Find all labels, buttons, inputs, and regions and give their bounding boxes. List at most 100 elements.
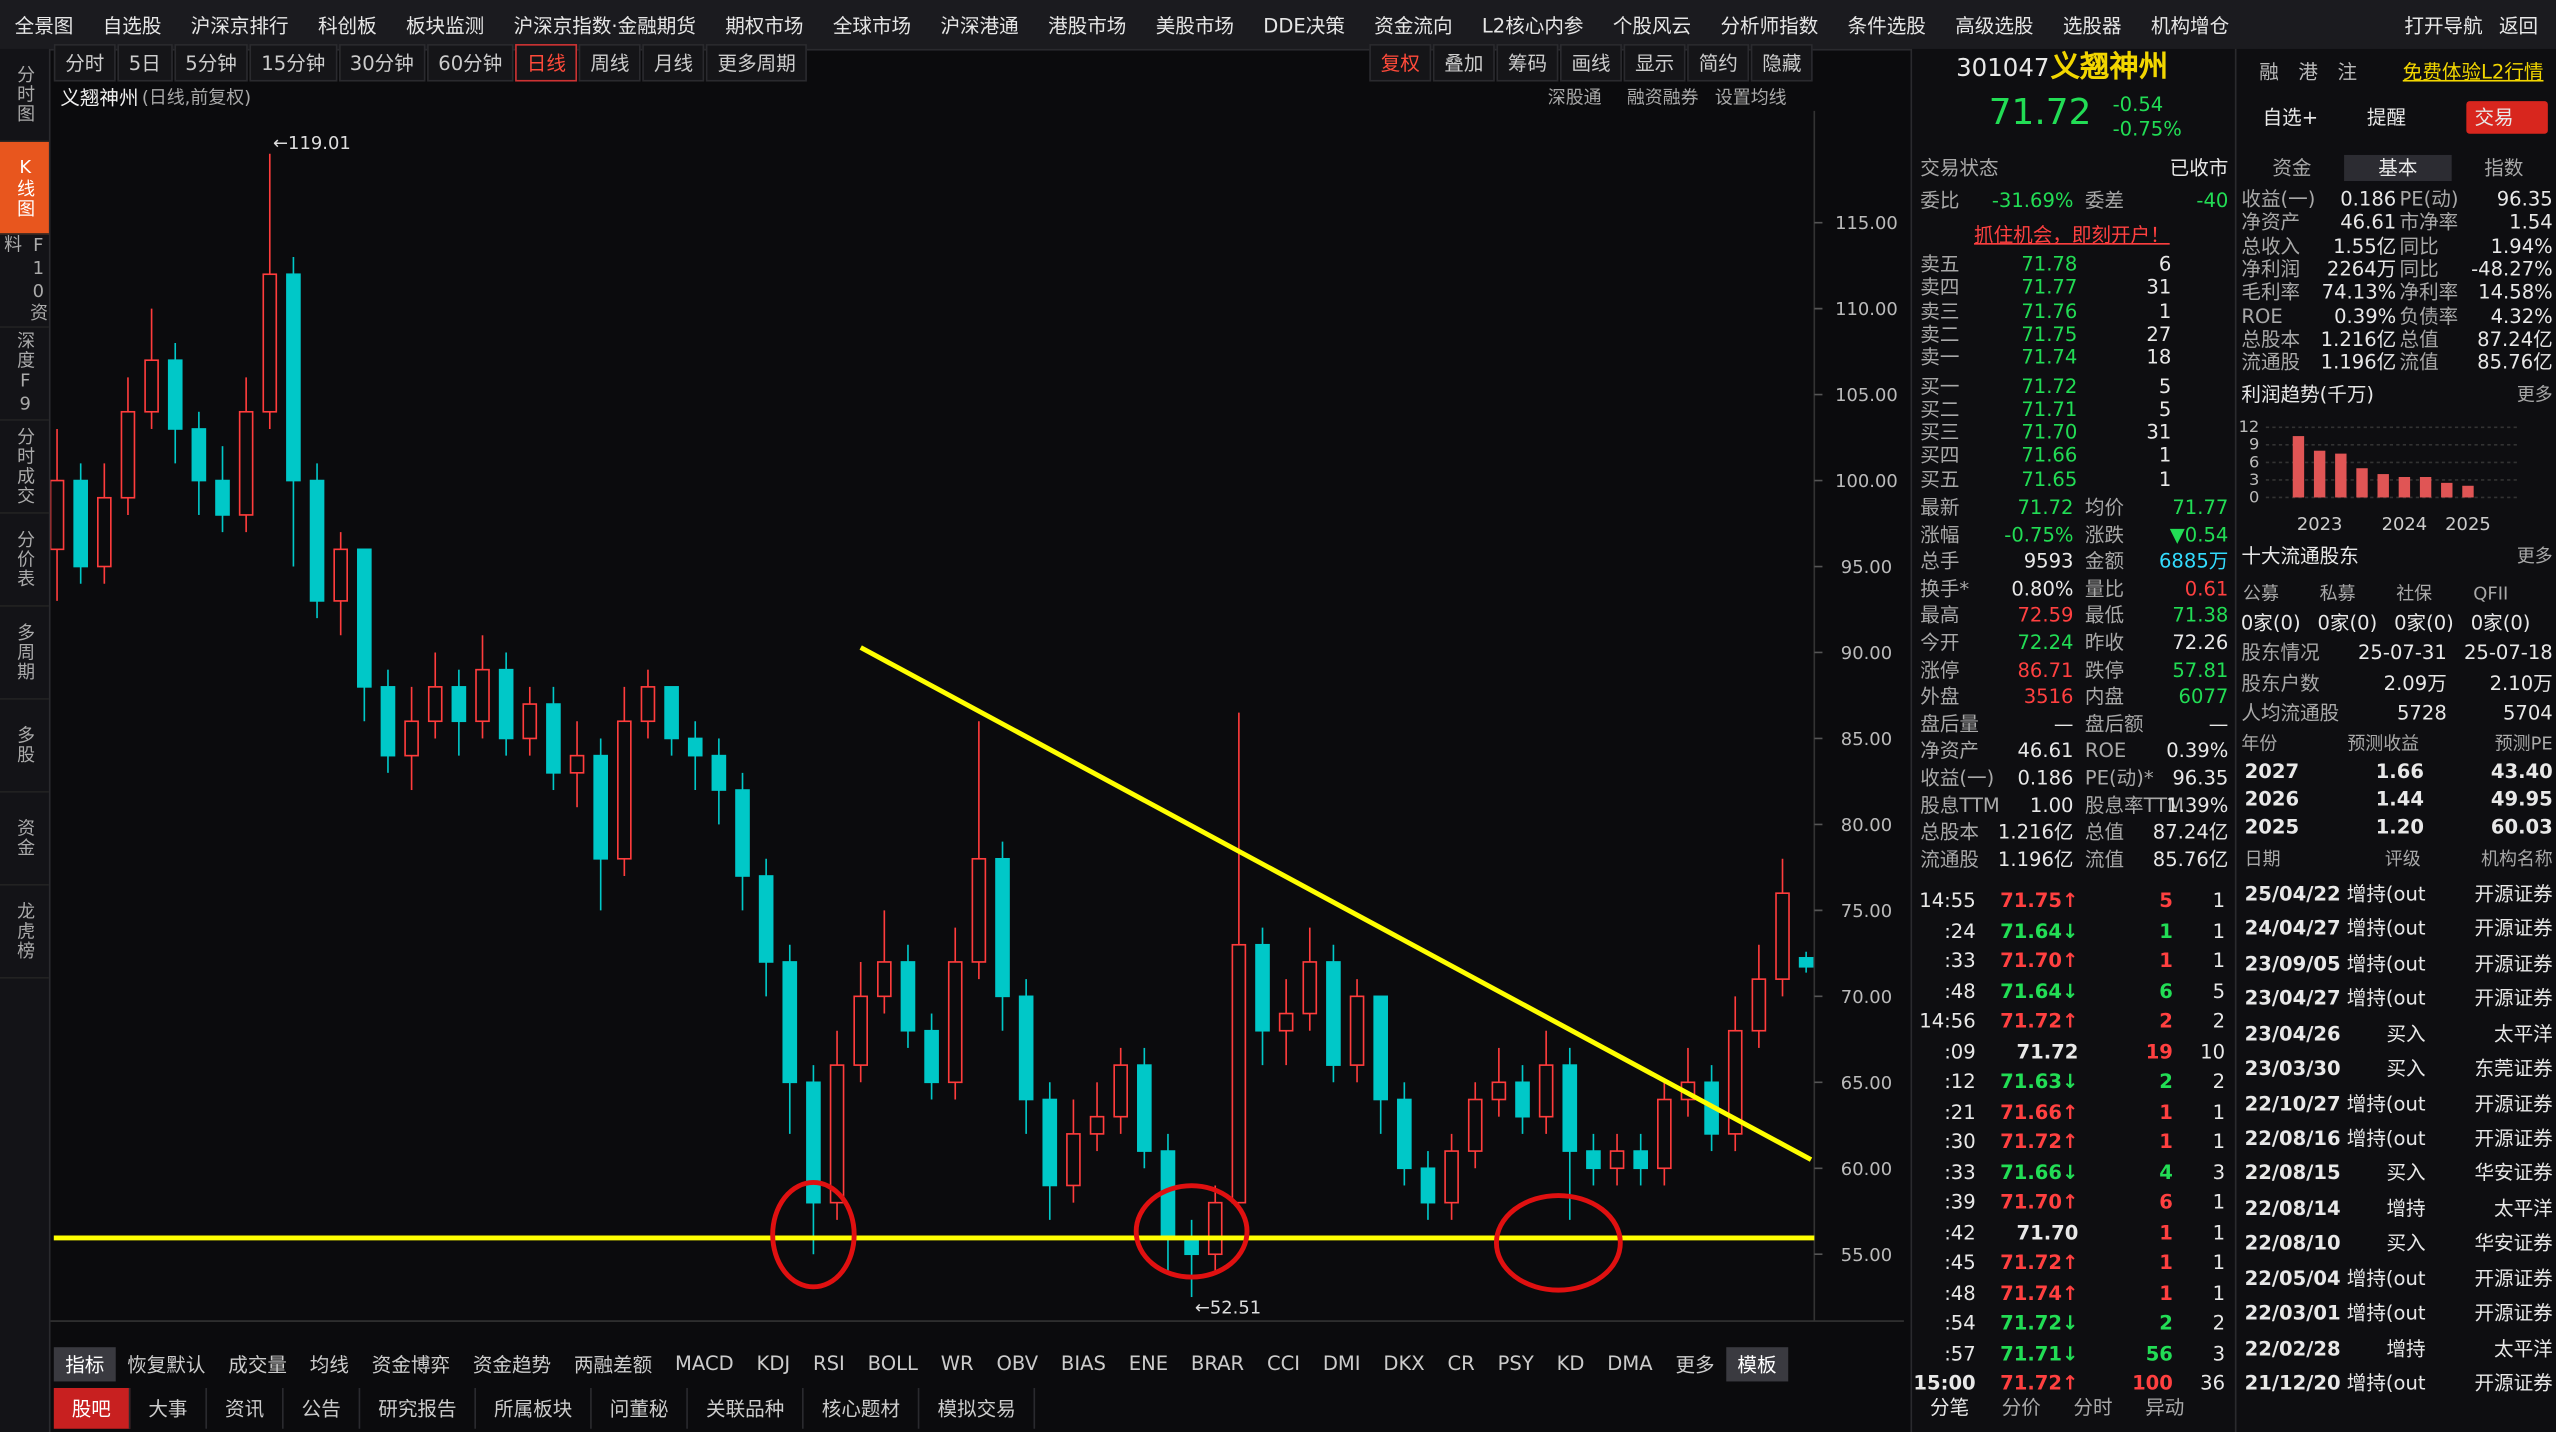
- label: 1: [2158, 444, 2172, 468]
- tag: 融: [2259, 60, 2279, 84]
- candle-body: [1609, 1150, 1625, 1170]
- label: 1: [2212, 1220, 2226, 1244]
- label: 盘后额: [2084, 712, 2144, 736]
- label: 预测收益: [2347, 733, 2420, 755]
- y-tick-label: 60.00: [1841, 1159, 1892, 1180]
- bottom-tab: 公告: [284, 1387, 361, 1428]
- label: 1: [2159, 1130, 2173, 1154]
- label: :48: [1944, 1281, 1976, 1304]
- indicator-tab: 资金趋势: [472, 1352, 552, 1376]
- menu-item: 全景图: [14, 13, 74, 37]
- period-tab: 更多周期: [706, 43, 808, 81]
- label: 2027: [2244, 760, 2300, 783]
- last-price: 71.72: [1988, 92, 2092, 134]
- candle-body: [1467, 1098, 1483, 1152]
- label: 均价: [2084, 495, 2125, 519]
- label: 净资产: [1920, 739, 1979, 763]
- label: 2: [2159, 1311, 2173, 1335]
- y-tick-label: 105.00: [1835, 385, 1898, 406]
- label: 已收市: [2169, 156, 2229, 180]
- label: 6: [2159, 1190, 2173, 1214]
- y-tick-label: 90.00: [1841, 643, 1892, 664]
- label: 87.24亿: [2477, 327, 2553, 351]
- tool-button: 筹码: [1496, 43, 1559, 81]
- menu-item: 期权市场: [725, 13, 804, 37]
- candle-body: [120, 410, 136, 499]
- label: 买入: [2386, 1057, 2426, 1080]
- candle-body: [380, 686, 396, 757]
- price-change: -0.54: [2112, 92, 2164, 116]
- bar: [2335, 453, 2347, 498]
- action-button: 提醒: [2366, 106, 2407, 129]
- x-tick-label: 2023: [2297, 514, 2343, 535]
- tab: 分时: [2073, 1396, 2113, 1419]
- candle-body: [1397, 1098, 1412, 1170]
- label: 25-07-31: [2357, 640, 2447, 664]
- label: 增持(out: [2346, 1301, 2426, 1325]
- label: 收益(一): [2241, 187, 2316, 211]
- quote-panel: [1910, 48, 2237, 1432]
- indicator-bar: 指标 恢复默认 成交量 均线 资金博弈 资金趋势 两融差额 MACD KDJ RSI BOLL WR O…: [53, 1346, 1788, 1381]
- label: 买入: [2386, 1231, 2426, 1255]
- label: 1: [2212, 1250, 2226, 1274]
- label: 最高: [1920, 604, 1960, 627]
- label: 东莞证券: [2474, 1057, 2553, 1080]
- label: 开源证券: [2474, 1266, 2553, 1290]
- label: 1.216亿: [2320, 327, 2397, 351]
- label: 外盘: [1920, 685, 1960, 709]
- label: 1: [2212, 1281, 2226, 1304]
- menu-item: 机构增仓: [2150, 13, 2230, 37]
- label: 56: [2145, 1341, 2173, 1365]
- label: 22/10/27: [2244, 1092, 2341, 1115]
- candle-body: [144, 359, 159, 413]
- candle-body: [1373, 995, 1389, 1101]
- candle-body: [475, 668, 490, 723]
- label: 年份: [2241, 733, 2278, 755]
- label: 增持(out: [2346, 882, 2426, 906]
- label: 买三: [1920, 420, 1960, 444]
- label: :24: [1944, 919, 1976, 942]
- label: 总值: [2399, 327, 2439, 351]
- period-tab: 月线: [642, 43, 705, 81]
- label: 22/08/16: [2244, 1127, 2341, 1150]
- label: 71.71: [2021, 397, 2078, 421]
- candle-body: [546, 703, 561, 774]
- label: 23/04/27: [2244, 987, 2341, 1011]
- label: 71.64↓: [2000, 919, 2079, 942]
- label: 华安证券: [2474, 1231, 2553, 1255]
- indicator-tab: 指标: [53, 1346, 116, 1381]
- candle-body: [1066, 1133, 1081, 1187]
- menu-item: 港股市场: [1048, 13, 1127, 37]
- label: 开源证券: [2474, 987, 2553, 1011]
- label: 71.72↑: [2000, 1009, 2079, 1033]
- label: 毛利率: [2241, 280, 2301, 304]
- bottom-tab: 关联品种: [688, 1387, 804, 1428]
- candle-body: [806, 1081, 821, 1204]
- label: 今开: [1920, 631, 1960, 655]
- side-tab: 多周期: [0, 607, 49, 700]
- indicator-tab: CR: [1447, 1352, 1475, 1375]
- period-tab: 5分钟: [173, 43, 249, 81]
- period-tab: 日线: [515, 43, 578, 81]
- candle-body: [1018, 995, 1034, 1101]
- label: 开源证券: [2474, 1371, 2553, 1395]
- tag: 注: [2337, 60, 2358, 84]
- label: 负债率: [2399, 304, 2459, 328]
- label: 6885万: [2158, 549, 2229, 573]
- candle-body: [1515, 1081, 1530, 1118]
- tag: 港: [2298, 60, 2319, 84]
- label: 开源证券: [2474, 917, 2553, 941]
- period-tab: 周线: [578, 43, 641, 81]
- label: 31: [2146, 276, 2172, 299]
- candle-body: [1491, 1081, 1507, 1101]
- action-button: 交易: [2474, 106, 2514, 129]
- label: 5704: [2502, 701, 2553, 725]
- label: 27: [2146, 322, 2172, 346]
- label: 18: [2146, 346, 2172, 369]
- label: 1.66: [2375, 760, 2424, 783]
- label: 0家(0): [2240, 611, 2301, 635]
- tab: 资金: [2272, 156, 2312, 180]
- label: 60.03: [2490, 815, 2553, 839]
- label: 1.216亿: [1997, 820, 2074, 844]
